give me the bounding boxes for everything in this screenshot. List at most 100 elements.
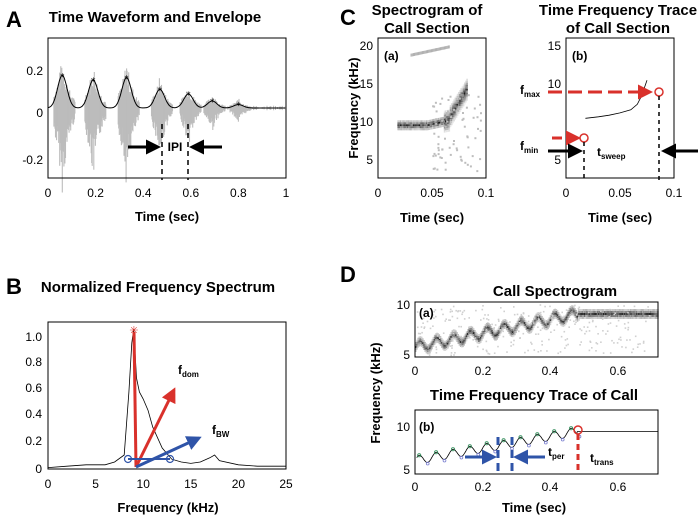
spectrogram-cell (442, 124, 445, 127)
spectrogram-cell (502, 327, 504, 330)
spectrogram-cell (507, 324, 509, 326)
spectrogram-cell (417, 337, 419, 340)
spectrogram-cell (447, 127, 449, 130)
spectrogram-cell (514, 333, 516, 336)
spectrogram-cell (470, 327, 472, 330)
spectrogram-cell (452, 337, 454, 340)
spectrogram-cell (412, 120, 415, 123)
spectrogram-cell (470, 333, 472, 336)
spectrogram-cell (535, 315, 537, 318)
spectrogram-cell (485, 340, 488, 343)
spectrogram-cell (446, 128, 448, 131)
spectrogram-cell (449, 107, 452, 110)
trace-peak-marker (484, 441, 489, 446)
spectrogram-cell (457, 336, 459, 338)
spectrogram-cell (451, 340, 454, 342)
spectrogram-cell (422, 338, 424, 341)
spectrogram-cell (448, 336, 450, 339)
spectrogram-cell (452, 305, 455, 308)
spectrogram-cell (421, 128, 423, 131)
spectrogram-cell (418, 126, 421, 129)
spectrogram-cell (639, 317, 641, 319)
spectrogram-cell (592, 309, 594, 311)
spectrogram-cell (487, 328, 489, 331)
spectrogram-cell (612, 311, 614, 313)
spectrogram-cell (460, 94, 462, 97)
spectrogram-cell (630, 313, 632, 315)
spectrogram-cell (613, 317, 615, 319)
spectrogram-cell (651, 315, 653, 317)
spectrogram-cell (398, 126, 401, 129)
spectrogram-cell (399, 124, 402, 127)
spectrogram-cell (528, 327, 530, 330)
spectrogram-cell (455, 338, 457, 341)
spectrogram-cell (450, 354, 452, 357)
spectrogram-cell (445, 348, 448, 351)
spectrogram-cell (588, 330, 591, 332)
spectrogram-cell (435, 110, 438, 113)
spectrogram-cell (541, 315, 543, 318)
spectrogram-cell (540, 350, 542, 352)
spectrogram-cell (621, 315, 624, 317)
spectrogram-cell (522, 324, 524, 327)
spectrogram-cell (458, 337, 461, 340)
spectrogram-cell (573, 320, 575, 323)
spectrogram-cell (470, 331, 472, 334)
spectrogram-cell (416, 345, 418, 348)
spectrogram-cell (600, 313, 602, 315)
spectrogram-cell (465, 82, 467, 85)
spectrogram-cell (411, 53, 414, 57)
spectrogram-cell (656, 311, 658, 313)
spectrogram-cell (619, 309, 621, 311)
spectrogram-cell (437, 146, 440, 149)
spectrogram-cell (459, 155, 462, 158)
spectrogram-cell (575, 315, 578, 318)
spectrogram-cell (652, 317, 654, 319)
spectrogram-cell (448, 123, 451, 126)
spectrogram-cell (586, 313, 588, 315)
spectrogram-cell (459, 94, 461, 96)
spectrogram-cell (585, 311, 587, 313)
peak-star-marker: ✳ (129, 324, 138, 337)
b-ytick-0.4: 0.4 (25, 407, 42, 421)
spectrogram-cell (519, 318, 521, 321)
spectrogram-cell (509, 329, 511, 332)
bw-point-low (123, 454, 133, 464)
spectrogram-cell (426, 122, 428, 125)
spectrogram-cell (439, 342, 442, 344)
spectrogram-cell (628, 313, 631, 315)
c-a-xtick-0.05: 0.05 (420, 186, 444, 200)
d-b-ytick-5: 5 (403, 463, 410, 477)
spectrogram-cell (455, 109, 458, 112)
spectrogram-cell (446, 344, 449, 347)
call-section-spectrogram (397, 45, 482, 173)
spectrogram-cell (445, 120, 447, 123)
spectrogram-cell (426, 126, 428, 129)
spectrogram-cell (415, 122, 417, 125)
spectrogram-cell (601, 318, 604, 320)
d-b-xtick-0.4: 0.4 (542, 480, 559, 494)
spectrogram-cell (443, 340, 445, 343)
spectrogram-cell (399, 122, 402, 125)
spectrogram-cell (514, 325, 516, 328)
spectrogram-cell (583, 311, 586, 313)
spectrogram-cell (444, 137, 446, 140)
spectrogram-cell (456, 103, 459, 106)
spectrogram-cell (446, 338, 449, 341)
spectrogram-cell (627, 311, 629, 314)
spectrogram-cell (514, 329, 516, 332)
spectrogram-cell (433, 120, 435, 123)
spectrogram-cell (513, 313, 516, 316)
spectrogram-cell (455, 330, 457, 333)
spectrogram-cell (463, 309, 466, 312)
spectrogram-cell (526, 325, 528, 328)
spectrogram-cell (423, 342, 425, 344)
spectrogram-cell (651, 311, 653, 313)
spectrogram-cell (462, 92, 465, 95)
spectrogram-cell (424, 341, 426, 344)
spectrogram-cell (551, 317, 553, 319)
spectrogram-cell (609, 315, 612, 317)
spectrogram-cell (509, 333, 511, 336)
spectrogram-cell (542, 317, 545, 320)
spectrogram-cell (439, 340, 442, 342)
